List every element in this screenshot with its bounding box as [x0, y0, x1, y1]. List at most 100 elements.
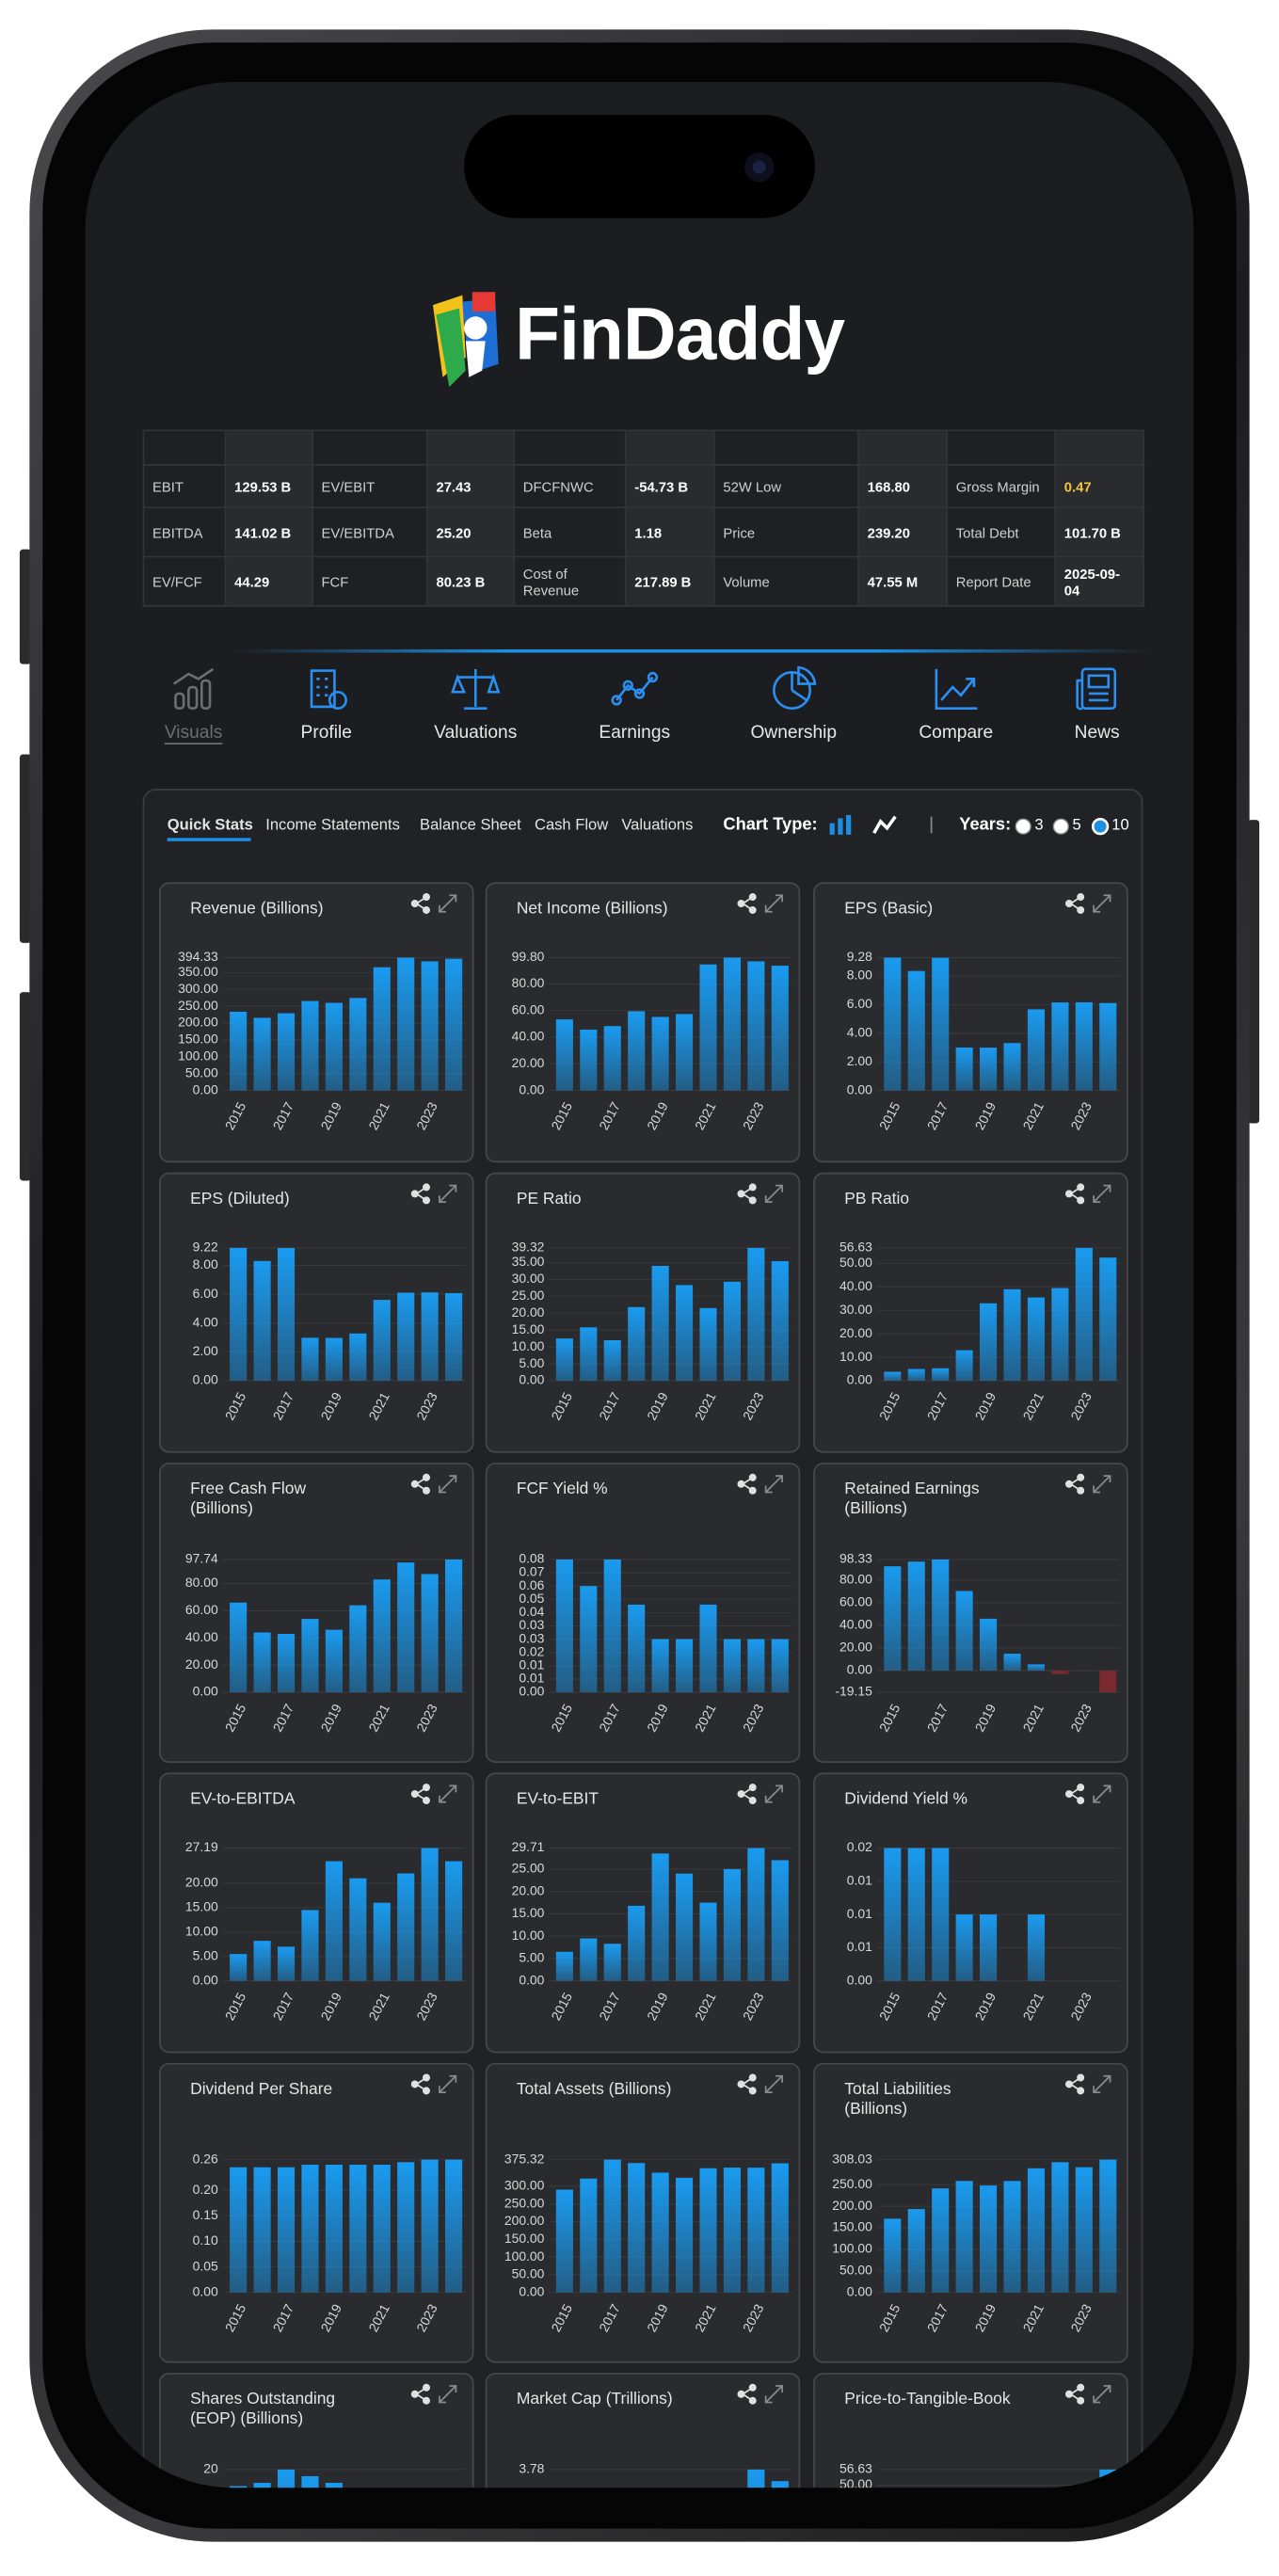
card-icons[interactable]: [1061, 1783, 1127, 1805]
y-tick-label: 50.00: [839, 2263, 872, 2278]
stats-cell: [514, 430, 625, 465]
icon-dot: [1066, 2392, 1072, 2397]
card-icons[interactable]: [1061, 2383, 1127, 2406]
y-tick-label: 20.00: [185, 1656, 218, 1672]
tab[interactable]: Income Statements: [265, 817, 400, 835]
x-tick-label: 2019: [644, 1389, 671, 1422]
nav-earnings[interactable]: Earnings: [569, 664, 700, 744]
x-tick-label: 2019: [972, 2301, 999, 2334]
y-tick-label: 200.00: [504, 2213, 545, 2228]
card-icons[interactable]: [407, 2383, 472, 2406]
card-icons[interactable]: [1061, 892, 1127, 915]
stats-value: 129.53 B: [226, 465, 312, 507]
expand-icon: [766, 1785, 782, 1801]
bar: [301, 1910, 318, 1980]
bar: [699, 1308, 716, 1381]
y-tick-label: 308.03: [832, 2151, 872, 2166]
card-icons[interactable]: [733, 1473, 799, 1496]
card-icons[interactable]: [733, 892, 799, 915]
y-tick-label: 250.00: [178, 998, 218, 1013]
bar: [1051, 1671, 1068, 1674]
bar: [747, 1848, 764, 1981]
separator: [232, 649, 1151, 652]
chart-card: Shares Outstanding (EOP) (Billions)20201…: [159, 2373, 474, 2488]
plot: 0.080.070.060.050.040.030.030.020.010.01…: [487, 1464, 798, 1761]
tab[interactable]: Quick Stats: [168, 817, 253, 835]
card-icons[interactable]: [733, 2072, 799, 2095]
bar: [374, 1300, 391, 1381]
y-tick-label: 0.00: [193, 1972, 218, 1987]
y-tick-label: 20.00: [839, 1325, 872, 1340]
nav-compare[interactable]: Compare: [890, 664, 1021, 744]
nav-visuals[interactable]: Visuals: [128, 664, 259, 744]
y-tick-label: 40.00: [512, 1029, 545, 1044]
bar: [747, 1640, 764, 1692]
x-tick-label: 2017: [924, 1389, 951, 1422]
bar: [724, 1282, 741, 1381]
bar: [254, 2483, 271, 2488]
year-option[interactable]: 3: [1034, 817, 1043, 835]
x-tick-label: 2021: [365, 1099, 392, 1132]
tab[interactable]: Balance Sheet: [420, 817, 521, 835]
share-icon: [738, 894, 755, 913]
y-tick-label: 5.00: [519, 1355, 544, 1370]
share-icon: [412, 2074, 429, 2093]
divider: [928, 815, 935, 835]
bar: [676, 1285, 693, 1381]
card-icons[interactable]: [733, 1783, 799, 1805]
y-tick-label: 0.10: [193, 2232, 218, 2248]
card-icons[interactable]: [407, 1473, 472, 1496]
stats-value: 25.20: [427, 507, 514, 556]
card-icons[interactable]: [733, 1182, 799, 1205]
card-icons[interactable]: [407, 1783, 472, 1805]
icon-dot: [738, 2081, 743, 2087]
y-tick-label: 300.00: [504, 2178, 545, 2193]
nav-profile[interactable]: Profile: [261, 664, 392, 744]
icon-dot: [424, 1784, 429, 1790]
bar: [349, 2165, 366, 2293]
x-tick-label: 2017: [596, 1389, 623, 1422]
card-icons[interactable]: [407, 2072, 472, 2095]
y-tick-label: 8.00: [847, 968, 872, 983]
card-icons[interactable]: [1061, 1473, 1127, 1496]
y-tick-label: 0.05: [193, 2258, 218, 2273]
x-tick-label: 2017: [924, 1990, 951, 2023]
bar: [1003, 2181, 1020, 2292]
bar: [604, 1944, 621, 1980]
card-icons[interactable]: [1061, 2072, 1127, 2095]
tab[interactable]: Valuations: [621, 817, 693, 835]
card-icons[interactable]: [1061, 1182, 1127, 1205]
bar-type-button[interactable]: [826, 813, 853, 836]
year-option[interactable]: 10: [1111, 817, 1128, 835]
nav-ownership[interactable]: Ownership: [728, 664, 859, 744]
icon-dot: [1078, 894, 1083, 900]
y-tick-label: 50.00: [185, 1064, 218, 1080]
bar: [628, 1011, 645, 1090]
card-icons[interactable]: [407, 892, 472, 915]
line-type-button[interactable]: [872, 813, 899, 836]
bar: [326, 1862, 343, 1981]
nav-news[interactable]: News: [1031, 664, 1162, 744]
bar: [301, 2476, 318, 2488]
y-tick-label: 10.00: [512, 1928, 545, 1943]
year-option[interactable]: 5: [1072, 817, 1080, 835]
stats-value: 44.29: [226, 557, 312, 606]
bar: [349, 998, 366, 1090]
plot: 394.33350.00300.00250.00200.00150.00100.…: [161, 884, 472, 1160]
nav-label: Compare: [890, 723, 1021, 743]
tab[interactable]: Cash Flow: [535, 817, 608, 835]
bar: [556, 1338, 573, 1381]
nav-label: Ownership: [728, 723, 859, 743]
bar: [724, 1869, 741, 1981]
share-icon: [412, 2385, 429, 2404]
card-icons[interactable]: [733, 2383, 799, 2406]
icon-dot: [1078, 1488, 1083, 1494]
nav-valuations[interactable]: Valuations: [410, 664, 541, 744]
stats-cell: [312, 430, 427, 465]
x-tick-label: 2015: [548, 1099, 575, 1132]
card-icons[interactable]: [407, 1182, 472, 1205]
share-icon: [1066, 1475, 1083, 1494]
bar: [580, 2179, 597, 2293]
